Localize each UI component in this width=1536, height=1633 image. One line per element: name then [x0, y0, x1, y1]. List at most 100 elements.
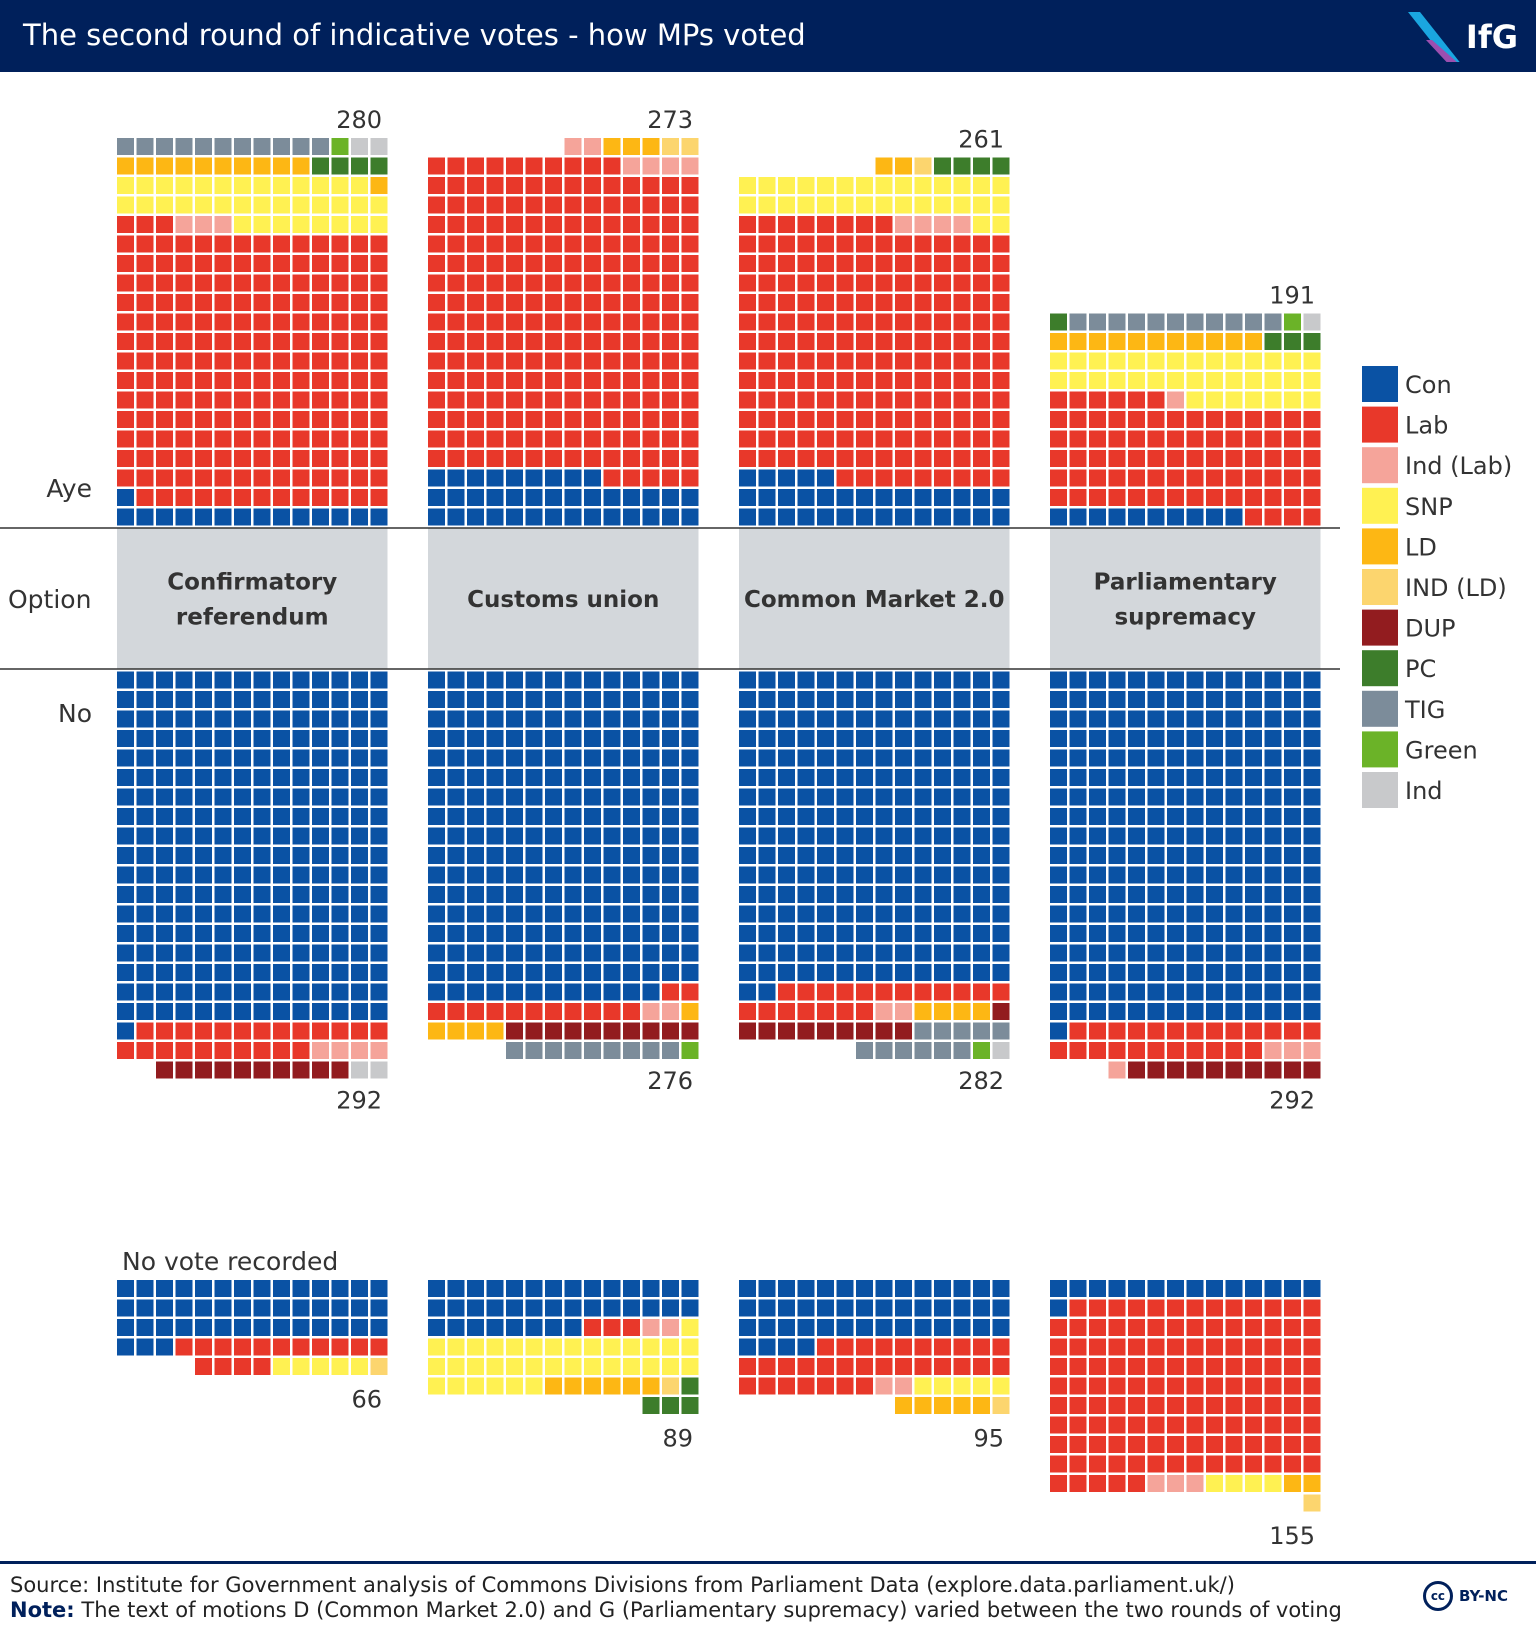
no-cell: [273, 1061, 290, 1079]
no-vote-cell: [1050, 1377, 1067, 1395]
aye-cell: [584, 372, 601, 389]
no-cell: [1186, 788, 1204, 806]
legend-swatch: [1362, 650, 1398, 687]
no-vote-cell: [797, 1319, 815, 1336]
no-vote-cell: [292, 1358, 310, 1375]
no-cell: [428, 730, 445, 747]
no-cell: [370, 691, 388, 708]
aye-cell: [486, 177, 504, 194]
no-cell: [603, 1042, 621, 1059]
aye-cell: [817, 196, 834, 214]
aye-cell: [1147, 333, 1165, 350]
aye-cell: [370, 274, 388, 292]
no-vote-cell: [603, 1299, 621, 1317]
no-cell: [973, 730, 990, 747]
no-cell: [1069, 671, 1087, 689]
no-cell: [214, 925, 232, 942]
aye-cell: [447, 411, 465, 428]
no-cell: [1186, 925, 1204, 942]
no-vote-cell: [1264, 1475, 1282, 1492]
aye-cell: [797, 469, 815, 487]
aye-cell: [351, 391, 368, 409]
aye-cell: [758, 508, 776, 526]
aye-cell: [351, 333, 368, 350]
no-cell: [623, 1022, 640, 1040]
aye-cell: [370, 352, 388, 370]
no-vote-cell: [1128, 1358, 1145, 1375]
no-cell: [486, 983, 504, 1001]
no-cell: [234, 847, 251, 864]
no-cell: [914, 710, 932, 728]
no-cell: [973, 808, 990, 825]
aye-cell: [564, 196, 582, 214]
no-cell: [117, 730, 134, 747]
no-cell: [253, 905, 271, 923]
no-cell: [1303, 964, 1321, 981]
no-cell: [564, 1003, 582, 1020]
no-cell: [662, 944, 679, 962]
aye-cell: [525, 469, 543, 487]
no-cell: [603, 866, 621, 884]
no-cell: [486, 886, 504, 903]
aye-cell: [175, 352, 193, 370]
no-vote-cell: [1206, 1377, 1223, 1395]
aye-cell: [156, 391, 173, 409]
no-vote-cell: [1069, 1358, 1087, 1375]
no-cell: [778, 866, 795, 884]
aye-cell: [351, 235, 368, 253]
no-vote-cell: [1147, 1280, 1165, 1297]
aye-cell: [1186, 333, 1204, 350]
no-cell: [1303, 671, 1321, 689]
no-cell: [1303, 1042, 1321, 1059]
aye-cell: [836, 294, 854, 311]
aye-cell: [1050, 333, 1067, 350]
aye-cell: [467, 235, 484, 253]
aye-cell: [895, 235, 912, 253]
no-cell: [214, 905, 232, 923]
aye-cell: [758, 216, 776, 233]
aye-cell: [117, 469, 134, 487]
no-cell: [953, 886, 971, 903]
no-cell: [1206, 749, 1223, 767]
no-cell: [1303, 749, 1321, 767]
aye-cell: [603, 313, 621, 331]
footer-divider: [0, 1561, 1536, 1564]
no-cell: [1050, 1042, 1067, 1059]
no-cell: [1147, 730, 1165, 747]
aye-cell: [642, 313, 660, 331]
aye-cell: [623, 235, 640, 253]
aye-cell: [331, 489, 349, 506]
no-vote-cell: [214, 1338, 232, 1356]
no-cell: [875, 983, 893, 1001]
no-cell: [370, 1022, 388, 1040]
aye-cell: [1264, 489, 1282, 506]
aye-row-label: Aye: [46, 474, 92, 503]
aye-cell: [156, 489, 173, 506]
aye-cell: [973, 235, 990, 253]
no-vote-cell: [1303, 1436, 1321, 1453]
aye-cell: [1225, 489, 1243, 506]
aye-cell: [836, 489, 854, 506]
no-cell: [1225, 710, 1243, 728]
no-cell: [1050, 1022, 1067, 1040]
no-vote-cell: [1264, 1280, 1282, 1297]
aye-cell: [992, 313, 1010, 331]
aye-cell: [934, 235, 951, 253]
aye-cell: [1167, 411, 1184, 428]
no-cell: [525, 808, 543, 825]
no-cell: [136, 964, 154, 981]
aye-cell: [584, 333, 601, 350]
no-cell: [1186, 983, 1204, 1001]
no-cell: [117, 710, 134, 728]
aye-cell: [467, 469, 484, 487]
aye-cell: [428, 196, 445, 214]
no-vote-cell: [253, 1338, 271, 1356]
no-cell: [623, 1042, 640, 1059]
no-cell: [370, 827, 388, 845]
no-cell: [778, 827, 795, 845]
no-cell: [1069, 866, 1087, 884]
no-vote-cell: [1186, 1397, 1204, 1414]
aye-cell: [428, 469, 445, 487]
no-cell: [1167, 827, 1184, 845]
no-cell: [117, 769, 134, 786]
